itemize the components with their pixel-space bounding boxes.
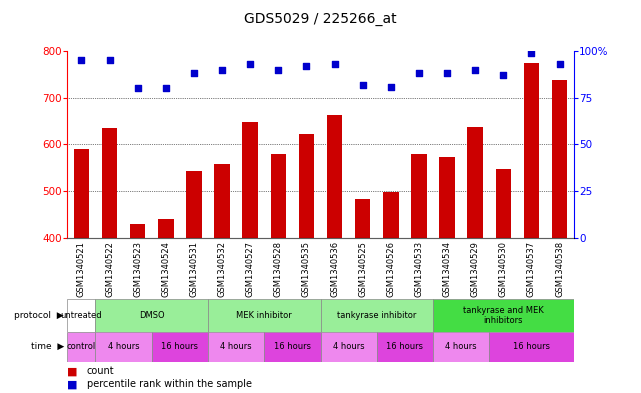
Text: GSM1340526: GSM1340526	[387, 241, 395, 297]
Text: GSM1340538: GSM1340538	[555, 241, 564, 297]
Text: ■: ■	[67, 366, 78, 376]
Text: GSM1340524: GSM1340524	[162, 241, 171, 297]
Point	[245, 61, 255, 67]
Text: GSM1340534: GSM1340534	[442, 241, 452, 297]
Text: GSM1340531: GSM1340531	[189, 241, 199, 297]
Text: percentile rank within the sample: percentile rank within the sample	[87, 379, 251, 389]
Text: control: control	[67, 342, 96, 351]
Text: untreated: untreated	[60, 311, 102, 320]
Text: GSM1340532: GSM1340532	[217, 241, 226, 297]
Text: tankyrase and MEK
inhibitors: tankyrase and MEK inhibitors	[463, 306, 544, 325]
Text: GSM1340529: GSM1340529	[470, 241, 479, 297]
Bar	[383, 192, 399, 238]
Text: GSM1340528: GSM1340528	[274, 241, 283, 297]
Text: GSM1340523: GSM1340523	[133, 241, 142, 297]
Text: GSM1340537: GSM1340537	[527, 241, 536, 297]
Point	[414, 70, 424, 77]
Text: protocol  ▶: protocol ▶	[15, 311, 64, 320]
Text: GSM1340521: GSM1340521	[77, 241, 86, 297]
Point	[133, 85, 143, 92]
Text: DMSO: DMSO	[139, 311, 165, 320]
Bar	[439, 158, 455, 238]
Bar	[524, 63, 539, 238]
Text: GSM1340530: GSM1340530	[499, 241, 508, 297]
Point	[554, 61, 565, 67]
Bar	[412, 154, 427, 238]
Text: GSM1340536: GSM1340536	[330, 241, 339, 297]
Text: GSM1340525: GSM1340525	[358, 241, 367, 297]
Text: 16 hours: 16 hours	[513, 342, 550, 351]
Bar	[152, 332, 208, 362]
Bar	[242, 122, 258, 238]
Bar	[433, 299, 574, 332]
Text: tankyrase inhibitor: tankyrase inhibitor	[337, 311, 417, 320]
Text: 4 hours: 4 hours	[333, 342, 365, 351]
Point	[386, 83, 396, 90]
Text: count: count	[87, 366, 114, 376]
Text: GDS5029 / 225266_at: GDS5029 / 225266_at	[244, 12, 397, 26]
Bar	[377, 332, 433, 362]
Bar	[96, 332, 152, 362]
Bar	[102, 128, 117, 238]
Bar	[320, 299, 433, 332]
Text: MEK inhibitor: MEK inhibitor	[237, 311, 292, 320]
Text: time  ▶: time ▶	[31, 342, 64, 351]
Point	[358, 81, 368, 88]
Point	[273, 66, 283, 73]
Bar	[467, 127, 483, 238]
Point	[329, 61, 340, 67]
Bar	[271, 154, 286, 238]
Text: 4 hours: 4 hours	[221, 342, 252, 351]
Point	[526, 50, 537, 56]
Bar	[208, 299, 320, 332]
Bar	[355, 199, 370, 238]
Text: GSM1340522: GSM1340522	[105, 241, 114, 297]
Bar	[299, 134, 314, 238]
Point	[76, 57, 87, 64]
Bar	[96, 299, 208, 332]
Bar	[327, 116, 342, 238]
Bar	[433, 332, 489, 362]
Bar	[67, 299, 96, 332]
Text: GSM1340527: GSM1340527	[246, 241, 254, 297]
Point	[161, 85, 171, 92]
Point	[470, 66, 480, 73]
Bar	[320, 332, 377, 362]
Bar	[264, 332, 320, 362]
Text: GSM1340533: GSM1340533	[415, 241, 424, 297]
Text: ■: ■	[67, 379, 78, 389]
Text: 16 hours: 16 hours	[387, 342, 424, 351]
Text: 16 hours: 16 hours	[162, 342, 198, 351]
Text: GSM1340535: GSM1340535	[302, 241, 311, 297]
Bar	[158, 219, 174, 238]
Bar	[214, 164, 229, 238]
Bar	[495, 169, 511, 238]
Bar	[489, 332, 574, 362]
Bar	[186, 171, 202, 238]
Text: 4 hours: 4 hours	[445, 342, 477, 351]
Text: 16 hours: 16 hours	[274, 342, 311, 351]
Point	[442, 70, 453, 77]
Point	[498, 72, 508, 79]
Bar	[552, 80, 567, 238]
Bar	[130, 224, 146, 238]
Point	[104, 57, 115, 64]
Point	[217, 66, 227, 73]
Point	[301, 63, 312, 69]
Bar	[74, 149, 89, 238]
Bar	[67, 332, 96, 362]
Point	[188, 70, 199, 77]
Bar	[208, 332, 264, 362]
Text: 4 hours: 4 hours	[108, 342, 139, 351]
